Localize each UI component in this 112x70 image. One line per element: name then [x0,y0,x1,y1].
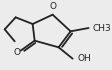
Text: O: O [13,48,20,57]
Text: O: O [49,2,56,11]
Text: OH: OH [77,54,90,63]
Text: CH3: CH3 [92,24,110,32]
